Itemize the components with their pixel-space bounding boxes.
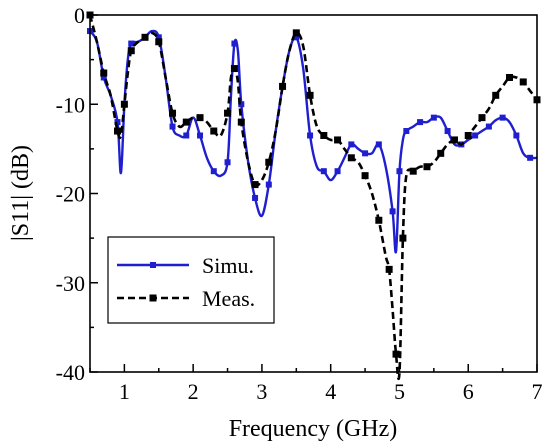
data-point-simu xyxy=(485,123,492,130)
data-point-simu xyxy=(252,194,259,201)
x-tick-label: 1 xyxy=(119,379,130,404)
legend-label-meas: Meas. xyxy=(202,286,255,311)
data-point-meas xyxy=(120,100,128,108)
y-axis-label: |S11| (dB) xyxy=(8,145,34,241)
data-point-meas xyxy=(347,154,355,162)
data-point-simu xyxy=(444,128,451,135)
data-point-meas xyxy=(265,158,273,166)
data-point-meas xyxy=(478,114,486,122)
data-point-meas xyxy=(423,163,431,171)
data-point-simu xyxy=(155,34,162,41)
data-point-simu xyxy=(114,119,121,126)
data-point-meas xyxy=(224,109,232,117)
data-point-simu xyxy=(527,154,534,161)
data-point-simu xyxy=(513,132,520,139)
y-tick-label: -30 xyxy=(56,271,85,296)
legend-box xyxy=(107,236,275,324)
data-point-meas xyxy=(320,131,328,139)
y-tick-label: 0 xyxy=(74,3,85,28)
data-point-simu xyxy=(403,128,410,135)
data-point-simu xyxy=(265,181,272,188)
legend-sample-meas xyxy=(117,294,189,302)
data-point-meas xyxy=(279,82,287,90)
data-point-meas xyxy=(334,136,342,144)
data-point-meas xyxy=(141,33,149,41)
legend-label-simu: Simu. xyxy=(202,253,254,278)
data-point-simu xyxy=(100,74,107,81)
data-point-meas xyxy=(375,216,383,224)
x-tick-label: 5 xyxy=(394,379,405,404)
data-point-meas xyxy=(127,47,135,55)
data-point-meas xyxy=(155,38,163,46)
data-point-meas xyxy=(519,78,527,86)
data-point-meas xyxy=(306,91,314,99)
data-point-meas xyxy=(237,118,245,126)
data-point-meas xyxy=(100,69,108,77)
x-tick-label: 6 xyxy=(463,379,474,404)
data-point-simu xyxy=(472,132,479,139)
ticks-layer: 1 2 3 4 5 6 7 0 -10 -20 -30 -40 xyxy=(56,3,543,404)
data-point-meas xyxy=(492,91,500,99)
data-point-meas xyxy=(361,172,369,180)
data-point-simu xyxy=(396,168,403,175)
data-point-meas xyxy=(450,136,458,144)
legend-marker-meas xyxy=(149,294,157,302)
x-tick-label: 7 xyxy=(532,379,543,404)
data-point-simu xyxy=(389,208,396,215)
x-tick-label: 3 xyxy=(256,379,267,404)
data-point-meas xyxy=(385,265,393,273)
data-point-meas xyxy=(437,149,445,157)
y-tick-label: -40 xyxy=(56,360,85,385)
data-point-meas xyxy=(409,167,417,175)
x-tick-label: 4 xyxy=(325,379,336,404)
x-axis-label: Frequency (GHz) xyxy=(229,416,398,442)
y-tick-label: -20 xyxy=(56,182,85,207)
data-point-simu xyxy=(307,132,314,139)
y-tick-label: -10 xyxy=(56,92,85,117)
data-point-meas xyxy=(169,109,177,117)
data-point-simu xyxy=(128,40,135,47)
data-point-simu xyxy=(224,159,231,166)
legend-sample-simu xyxy=(117,262,189,268)
data-point-meas xyxy=(251,181,259,189)
data-point-simu xyxy=(238,101,245,108)
data-point-simu xyxy=(417,119,424,126)
data-point-simu xyxy=(197,132,204,139)
series-line-simu xyxy=(88,29,538,254)
data-point-simu xyxy=(231,40,238,47)
data-point-meas xyxy=(114,127,122,135)
legend-marker-simu xyxy=(150,262,156,268)
data-point-simu xyxy=(320,168,327,175)
data-point-meas xyxy=(210,127,218,135)
data-point-simu xyxy=(362,150,369,157)
data-point-simu xyxy=(210,168,217,175)
data-point-simu xyxy=(293,34,300,41)
data-point-meas xyxy=(392,350,400,358)
data-point-simu xyxy=(169,123,176,130)
data-point-simu xyxy=(499,114,506,121)
data-point-meas xyxy=(196,114,204,122)
data-point-meas xyxy=(292,29,300,37)
series-layer xyxy=(86,11,541,381)
data-point-meas xyxy=(505,73,513,81)
data-point-simu xyxy=(430,114,437,121)
data-point-simu xyxy=(375,141,382,148)
data-point-simu xyxy=(348,141,355,148)
data-point-meas xyxy=(399,234,407,242)
legend: Simu. Meas. xyxy=(107,236,275,324)
x-tick-label: 2 xyxy=(188,379,199,404)
data-point-meas xyxy=(230,65,238,73)
data-point-simu xyxy=(334,168,341,175)
series-line-meas xyxy=(88,14,539,381)
data-point-meas xyxy=(182,118,190,126)
data-point-simu xyxy=(183,132,190,139)
data-point-meas xyxy=(464,131,472,139)
